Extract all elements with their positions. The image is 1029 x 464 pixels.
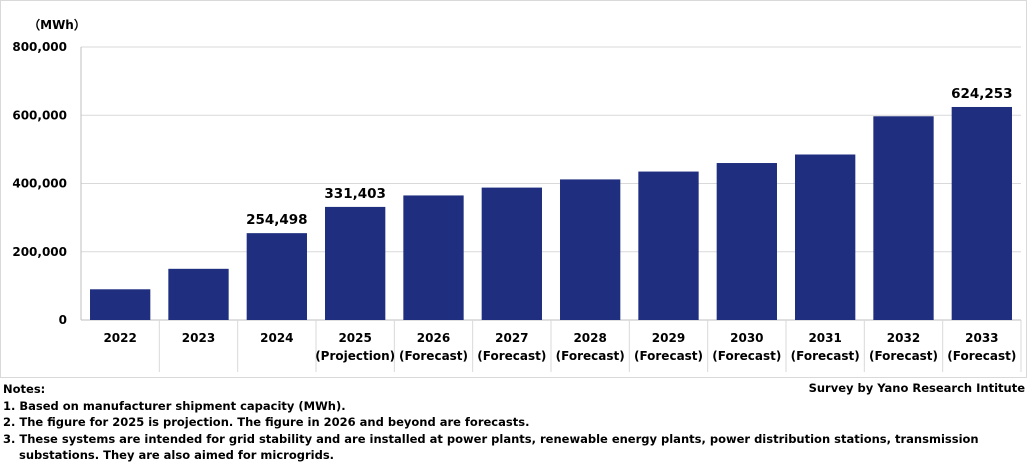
notes-heading: Notes:: [3, 382, 46, 396]
bar: [168, 268, 229, 320]
bar-chart: 0 200,000 400,000 600,000 800,000 （MWh） 2022 20…: [12, 17, 1022, 372]
y-tick-label: 400,000: [12, 177, 67, 191]
x-tick-label: (Projection): [315, 349, 395, 363]
x-tick-label: (Forecast): [477, 349, 546, 363]
note-line-2: 2. The figure for 2025 is projection. Th…: [3, 415, 530, 429]
x-tick-label: 2025: [338, 331, 371, 345]
y-tick-label: 200,000: [12, 245, 67, 259]
x-tick-label: (Forecast): [869, 349, 938, 363]
bar: [246, 233, 307, 320]
bar: [560, 179, 621, 320]
bar: [403, 195, 464, 320]
x-tick-label: (Forecast): [399, 349, 468, 363]
x-tick-label: 2022: [103, 331, 136, 345]
x-tick-label: (Forecast): [634, 349, 703, 363]
bar: [90, 289, 151, 320]
notes: Notes: 1. Based on manufacturer shipment…: [3, 381, 979, 464]
x-tick-label: 2032: [887, 331, 920, 345]
x-tick-label: 2029: [652, 331, 685, 345]
note-line-1: 1. Based on manufacturer shipment capaci…: [3, 398, 346, 413]
data-label: 624,253: [951, 86, 1013, 102]
source-credit: Survey by Yano Research Intitute: [808, 381, 1025, 395]
x-tick-label: 2023: [182, 331, 215, 345]
x-tick-label: 2033: [965, 331, 998, 345]
bar: [638, 171, 699, 320]
bar: [795, 154, 856, 320]
x-tick-label: 2028: [573, 331, 606, 345]
y-tick-label: 800,000: [12, 40, 67, 54]
note-line-3: 3. These systems are intended for grid s…: [3, 431, 979, 446]
x-tick-label: 2027: [495, 331, 528, 345]
data-label: 331,403: [324, 186, 386, 202]
bar: [325, 206, 386, 320]
chart-frame: 0 200,000 400,000 600,000 800,000 （MWh） 2022 20…: [0, 0, 1027, 378]
x-tick-label: (Forecast): [947, 349, 1016, 363]
note-line-3-continued: substations. They are also aimed for mic…: [19, 448, 335, 462]
x-tick-label: 2031: [808, 331, 841, 345]
bar: [951, 106, 1012, 320]
y-tick-label: 600,000: [12, 108, 67, 122]
bar: [716, 163, 777, 320]
bar: [873, 116, 934, 321]
x-tick-label: (Forecast): [712, 349, 781, 363]
x-tick-label: (Forecast): [791, 349, 860, 363]
y-tick-label: 0: [59, 313, 67, 327]
x-tick-label: 2024: [260, 331, 293, 345]
x-tick-label: (Forecast): [556, 349, 625, 363]
data-label: 254,498: [246, 212, 308, 228]
y-axis-unit-label: （MWh）: [28, 17, 86, 32]
x-tick-label: 2026: [417, 331, 450, 345]
bar: [481, 187, 542, 320]
x-tick-label: 2030: [730, 331, 763, 345]
